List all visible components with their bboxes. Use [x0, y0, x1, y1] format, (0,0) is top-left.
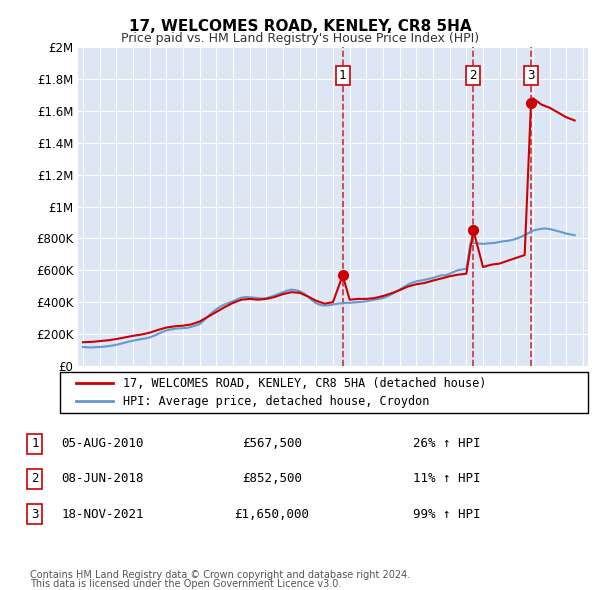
Text: 1: 1: [31, 437, 38, 450]
Text: HPI: Average price, detached house, Croydon: HPI: Average price, detached house, Croy…: [124, 395, 430, 408]
Text: 3: 3: [527, 70, 535, 83]
Text: £852,500: £852,500: [242, 473, 302, 486]
Text: This data is licensed under the Open Government Licence v3.0.: This data is licensed under the Open Gov…: [30, 579, 341, 589]
Text: 99% ↑ HPI: 99% ↑ HPI: [413, 507, 480, 520]
Text: 18-NOV-2021: 18-NOV-2021: [61, 507, 144, 520]
Text: 17, WELCOMES ROAD, KENLEY, CR8 5HA: 17, WELCOMES ROAD, KENLEY, CR8 5HA: [128, 19, 472, 34]
Text: Price paid vs. HM Land Registry's House Price Index (HPI): Price paid vs. HM Land Registry's House …: [121, 32, 479, 45]
Text: 3: 3: [31, 507, 38, 520]
Text: 08-JUN-2018: 08-JUN-2018: [61, 473, 144, 486]
Text: £567,500: £567,500: [242, 437, 302, 450]
Text: 2: 2: [31, 473, 38, 486]
Text: 26% ↑ HPI: 26% ↑ HPI: [413, 437, 480, 450]
Text: 1: 1: [339, 70, 346, 83]
Text: 17, WELCOMES ROAD, KENLEY, CR8 5HA (detached house): 17, WELCOMES ROAD, KENLEY, CR8 5HA (deta…: [124, 377, 487, 390]
Text: 11% ↑ HPI: 11% ↑ HPI: [413, 473, 480, 486]
Text: 05-AUG-2010: 05-AUG-2010: [61, 437, 144, 450]
FancyBboxPatch shape: [60, 372, 588, 413]
Text: £1,650,000: £1,650,000: [235, 507, 310, 520]
Text: Contains HM Land Registry data © Crown copyright and database right 2024.: Contains HM Land Registry data © Crown c…: [30, 571, 410, 580]
Text: 2: 2: [470, 70, 477, 83]
